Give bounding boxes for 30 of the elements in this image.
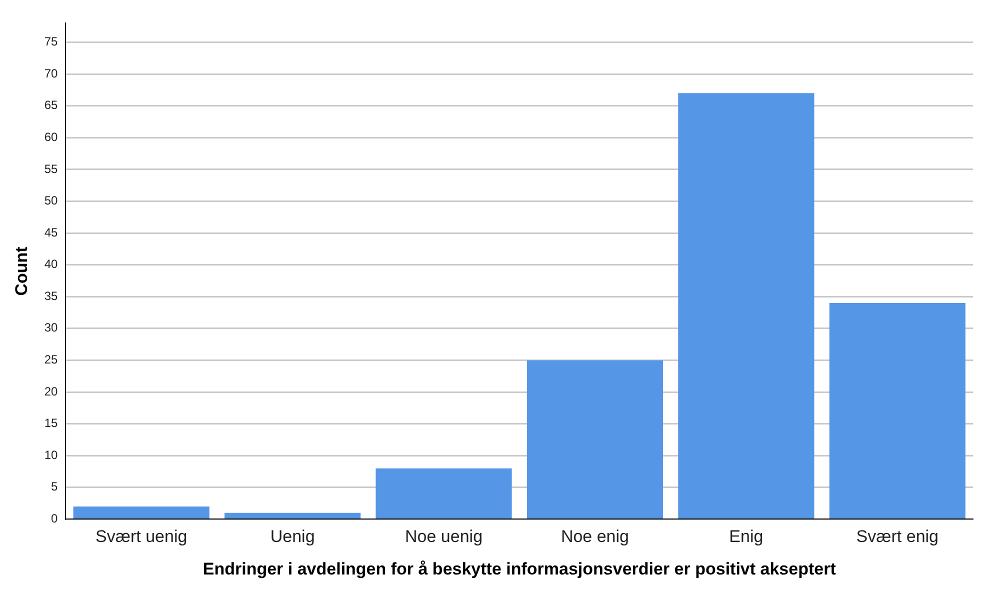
y-tick-label: 10: [44, 448, 58, 462]
bar: [376, 468, 512, 518]
bar: [829, 302, 966, 518]
y-tick-label: 5: [51, 480, 58, 494]
y-tick-label: 30: [44, 320, 58, 335]
bar: [526, 360, 664, 518]
x-axis-title: Endringer i avdelingen for å beskytte informasjonsverdier er positivt akseptert: [202, 559, 836, 578]
x-tick-label: Svært uenig: [96, 527, 188, 546]
x-tick-label: Noe enig: [560, 527, 630, 546]
y-tick-label: 35: [44, 288, 58, 303]
bar: [73, 506, 210, 518]
x-tick-label: Noe uenig: [405, 527, 483, 546]
y-tick-label: 55: [44, 162, 58, 176]
y-axis-title: Count: [12, 246, 31, 296]
y-tick-label: 65: [44, 98, 58, 112]
y-tick-label: 75: [44, 34, 58, 49]
y-tick-label: 20: [44, 384, 58, 398]
y-tick-label: 25: [44, 352, 58, 367]
y-tick-label: 15: [44, 416, 58, 430]
y-tick-label: 70: [44, 66, 58, 80]
y-tick-label: 40: [44, 257, 58, 272]
y-tick-label: 45: [44, 225, 58, 240]
x-tick-label: Uenig: [270, 527, 315, 546]
y-tick-label: 50: [44, 194, 58, 208]
x-tick-label: Svært enig: [856, 527, 938, 546]
y-tick-label: 60: [44, 130, 58, 144]
bar: [224, 512, 361, 518]
bar: [678, 93, 814, 518]
x-tick-label: Enig: [729, 527, 764, 546]
y-tick-label: 0: [51, 512, 58, 526]
